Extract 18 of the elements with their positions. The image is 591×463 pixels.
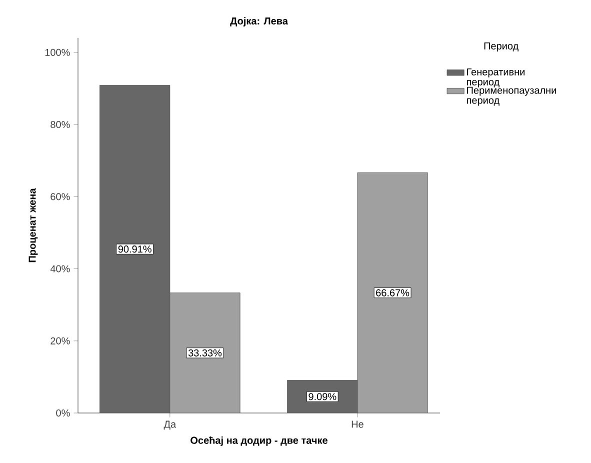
y-tick-label: 60% — [50, 193, 70, 200]
x-tick-label: Да — [164, 420, 176, 430]
legend-label: Генеративни период — [466, 68, 524, 88]
data-label: 66.67% — [376, 289, 410, 296]
x-axis-title: Осећај на додир - две тачке — [190, 436, 328, 446]
legend-label: Перименопаузални период — [466, 86, 556, 106]
y-tick-label: 20% — [50, 337, 70, 344]
data-label: 33.33% — [188, 349, 222, 356]
data-label: 9.09% — [308, 393, 336, 400]
y-tick-label: 80% — [50, 121, 70, 128]
y-tick-label: 0% — [56, 409, 70, 417]
y-axis-title: Проценат жена — [28, 188, 38, 262]
legend-title: Период — [484, 42, 518, 52]
chart-title: Дојка: Лева — [230, 17, 288, 26]
data-label: 90.91% — [118, 246, 152, 253]
x-tick-label: Не — [352, 420, 364, 428]
y-tick-label: 100% — [45, 48, 70, 56]
y-tick-label: 40% — [50, 265, 70, 272]
